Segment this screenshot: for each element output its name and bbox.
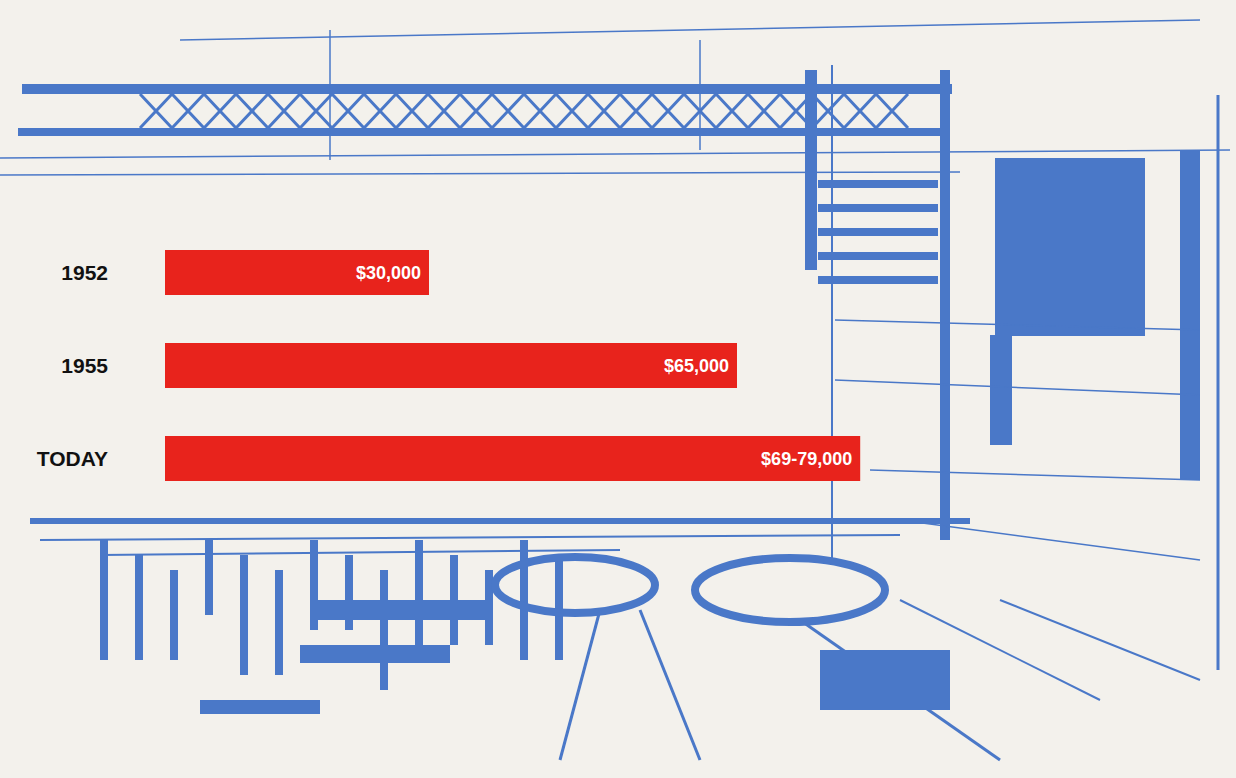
svg-text:1952: 1952	[61, 261, 108, 284]
svg-text:TODAY: TODAY	[37, 447, 108, 470]
svg-text:1955: 1955	[61, 354, 108, 377]
svg-text:$30,000: $30,000	[356, 263, 421, 283]
svg-text:$69-79,000: $69-79,000	[761, 449, 852, 469]
svg-text:$65,000: $65,000	[664, 356, 729, 376]
